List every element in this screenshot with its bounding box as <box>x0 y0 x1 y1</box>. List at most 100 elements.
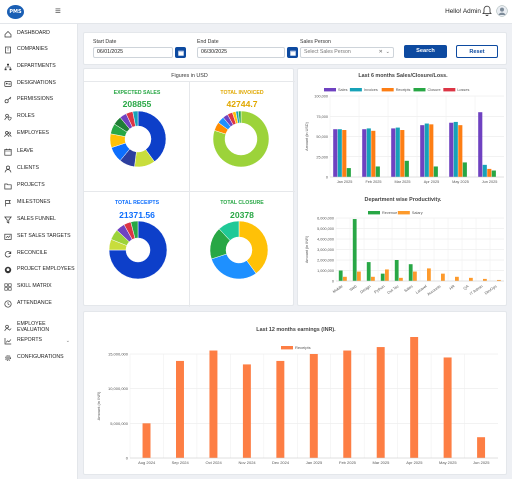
y-tick-label: 5,000,000 <box>110 421 129 426</box>
total-receipts-value: 21371.56 <box>119 210 155 220</box>
bar-sales <box>391 128 396 177</box>
sidebar: DASHBOARD COMPANIES DEPARTMENTS DESIGNATION… <box>0 24 78 479</box>
sales-person-select[interactable]: Select Sales Person ✕ ⌄ <box>300 47 394 58</box>
sidebar-item-projects[interactable]: PROJECTS <box>4 180 78 192</box>
refresh-icon <box>4 251 12 258</box>
bar-receipts <box>371 130 376 177</box>
y-tick-label: 15,000,000 <box>108 352 129 357</box>
legend-label: Closure <box>427 88 440 92</box>
earnings-card: Last 12 months earnings (INR). 0 5,000,00… <box>83 311 507 475</box>
total-receipts-donut <box>109 220 167 280</box>
x-tick-label: Out Tec <box>387 284 400 295</box>
sitemap-icon <box>4 63 12 71</box>
x-tick-label: IT Admin <box>469 284 484 296</box>
bar-invoices <box>366 128 371 177</box>
donut-slice <box>109 220 167 280</box>
start-calendar-button[interactable] <box>175 47 186 58</box>
calendar-icon <box>289 50 296 56</box>
bar-salary <box>497 279 501 281</box>
sidebar-item-label: SALES FUNNEL <box>17 216 56 223</box>
bar-receipts <box>376 347 385 458</box>
divider <box>84 191 295 192</box>
total-receipts-label: TOTAL RECEIPTS <box>114 200 160 206</box>
end-date-input[interactable]: 06/30/2025 <box>197 47 285 58</box>
sidebar-item-label: CLIENTS <box>17 165 39 172</box>
sidebar-item-skill-matrix[interactable]: SKILL MATRIX <box>4 281 78 293</box>
sidebar-item-reports[interactable]: REPORTS ⌄ <box>4 335 78 347</box>
clear-icon[interactable]: ✕ <box>378 49 383 55</box>
sidebar-item-label: CONFIGURATIONS <box>17 354 64 361</box>
sidebar-item-roles[interactable]: ROLES <box>4 111 78 123</box>
sidebar-item-dashboard[interactable]: DASHBOARD <box>4 28 78 40</box>
sidebar-item-label: EMPLOYEE EVALUATION <box>17 321 50 333</box>
x-tick-label: Nov 2024 <box>239 460 257 465</box>
sidebar-item-attendance[interactable]: ATTENDANCE <box>4 298 78 310</box>
bar-receipts <box>487 168 492 177</box>
earnings-chart-title: Last 12 months earnings (INR). <box>256 327 336 333</box>
x-tick-label: Laravel <box>415 284 428 295</box>
sidebar-item-project-employees[interactable]: PROJECT EMPLOYEES <box>4 264 78 276</box>
chevron-down-icon[interactable]: ⌄ <box>385 49 390 55</box>
menu-toggle-icon[interactable]: ≡ <box>55 6 61 17</box>
sales-person-label: Sales Person <box>300 39 331 45</box>
bell-icon[interactable] <box>482 5 492 17</box>
sidebar-item-milestones[interactable]: MILESTONES <box>4 197 78 209</box>
sidebar-item-employee-evaluation[interactable]: EMPLOYEE EVALUATION <box>4 319 78 337</box>
sidebar-item-departments[interactable]: DEPARTMENTS <box>4 61 78 73</box>
sidebar-item-label: ROLES <box>17 113 35 120</box>
sidebar-item-designations[interactable]: DESIGNATIONS <box>4 78 78 90</box>
bar-salary <box>427 268 431 281</box>
bar-closure <box>375 166 380 177</box>
donut-slice <box>130 220 139 239</box>
sidebar-item-configurations[interactable]: CONFIGURATIONS <box>4 352 78 364</box>
y-tick-label: 0 <box>126 456 129 461</box>
total-closure-donut <box>210 220 268 280</box>
sidebar-item-companies[interactable]: COMPANIES <box>4 44 78 56</box>
bar-receipts <box>343 350 352 458</box>
sidebar-item-employees[interactable]: EMPLOYEES <box>4 128 78 140</box>
bar-sales <box>449 122 454 177</box>
x-tick-label: Mar 2025 <box>372 460 390 465</box>
greeting-text: Hello! Admin <box>445 8 481 15</box>
bar-invoices <box>337 129 342 177</box>
bar-receipts <box>410 337 419 458</box>
sidebar-item-label: PROJECT EMPLOYEES <box>17 266 75 273</box>
sidebar-item-permissions[interactable]: PERMISSIONS <box>4 94 78 106</box>
bar-sales <box>362 129 367 177</box>
sidebar-item-clients[interactable]: CLIENTS <box>4 163 78 175</box>
reset-button[interactable]: Reset <box>456 45 498 58</box>
dept-chart-title: Department wise Productivity. <box>364 197 442 203</box>
legend-swatch <box>413 88 426 92</box>
sidebar-item-label: SKILL MATRIX <box>17 283 52 290</box>
user-shield-icon <box>4 113 12 121</box>
chevron-down-icon[interactable]: ⌄ <box>65 338 70 344</box>
user-avatar-icon[interactable] <box>496 5 508 17</box>
bar-receipts <box>276 360 285 458</box>
x-tick-label: Python <box>374 284 386 294</box>
x-tick-label: Oct 2024 <box>206 460 223 465</box>
search-button[interactable]: Search <box>404 45 447 58</box>
person-check-icon <box>4 324 12 332</box>
y-tick-label: 3,000,000 <box>317 248 334 252</box>
bar-closure <box>462 162 467 177</box>
sidebar-item-set-sales-targets[interactable]: SET SALES TARGETS <box>4 231 78 243</box>
sidebar-item-label: MILESTONES <box>17 199 51 206</box>
bar-salary <box>343 276 347 281</box>
start-date-input[interactable]: 06/01/2025 <box>93 47 173 58</box>
company-logo[interactable]: PMS <box>7 5 24 19</box>
filter-panel: Start Date 06/01/2025 End Date 06/30/202… <box>83 32 507 65</box>
sidebar-item-sales-funnel[interactable]: SALES FUNNEL <box>4 214 78 226</box>
y-tick-label: 1,000,000 <box>317 269 334 273</box>
flag-icon <box>5 200 11 207</box>
end-calendar-button[interactable] <box>287 47 298 58</box>
sidebar-item-leave[interactable]: LEAVE <box>4 146 78 158</box>
legend-label: Receipts <box>396 88 411 92</box>
bar-receipts <box>429 124 434 177</box>
sidebar-item-label: ATTENDANCE <box>17 300 52 307</box>
sidebar-item-label: RECONCILE <box>17 250 48 257</box>
github-icon <box>4 266 12 274</box>
figures-card: Figures in USD EXPECTED SALES 208855 TOT… <box>83 68 295 307</box>
sidebar-item-reconcile[interactable]: RECONCILE <box>4 248 78 260</box>
x-tick-label: Jan 2025 <box>337 180 353 184</box>
bar-sales <box>420 125 425 177</box>
